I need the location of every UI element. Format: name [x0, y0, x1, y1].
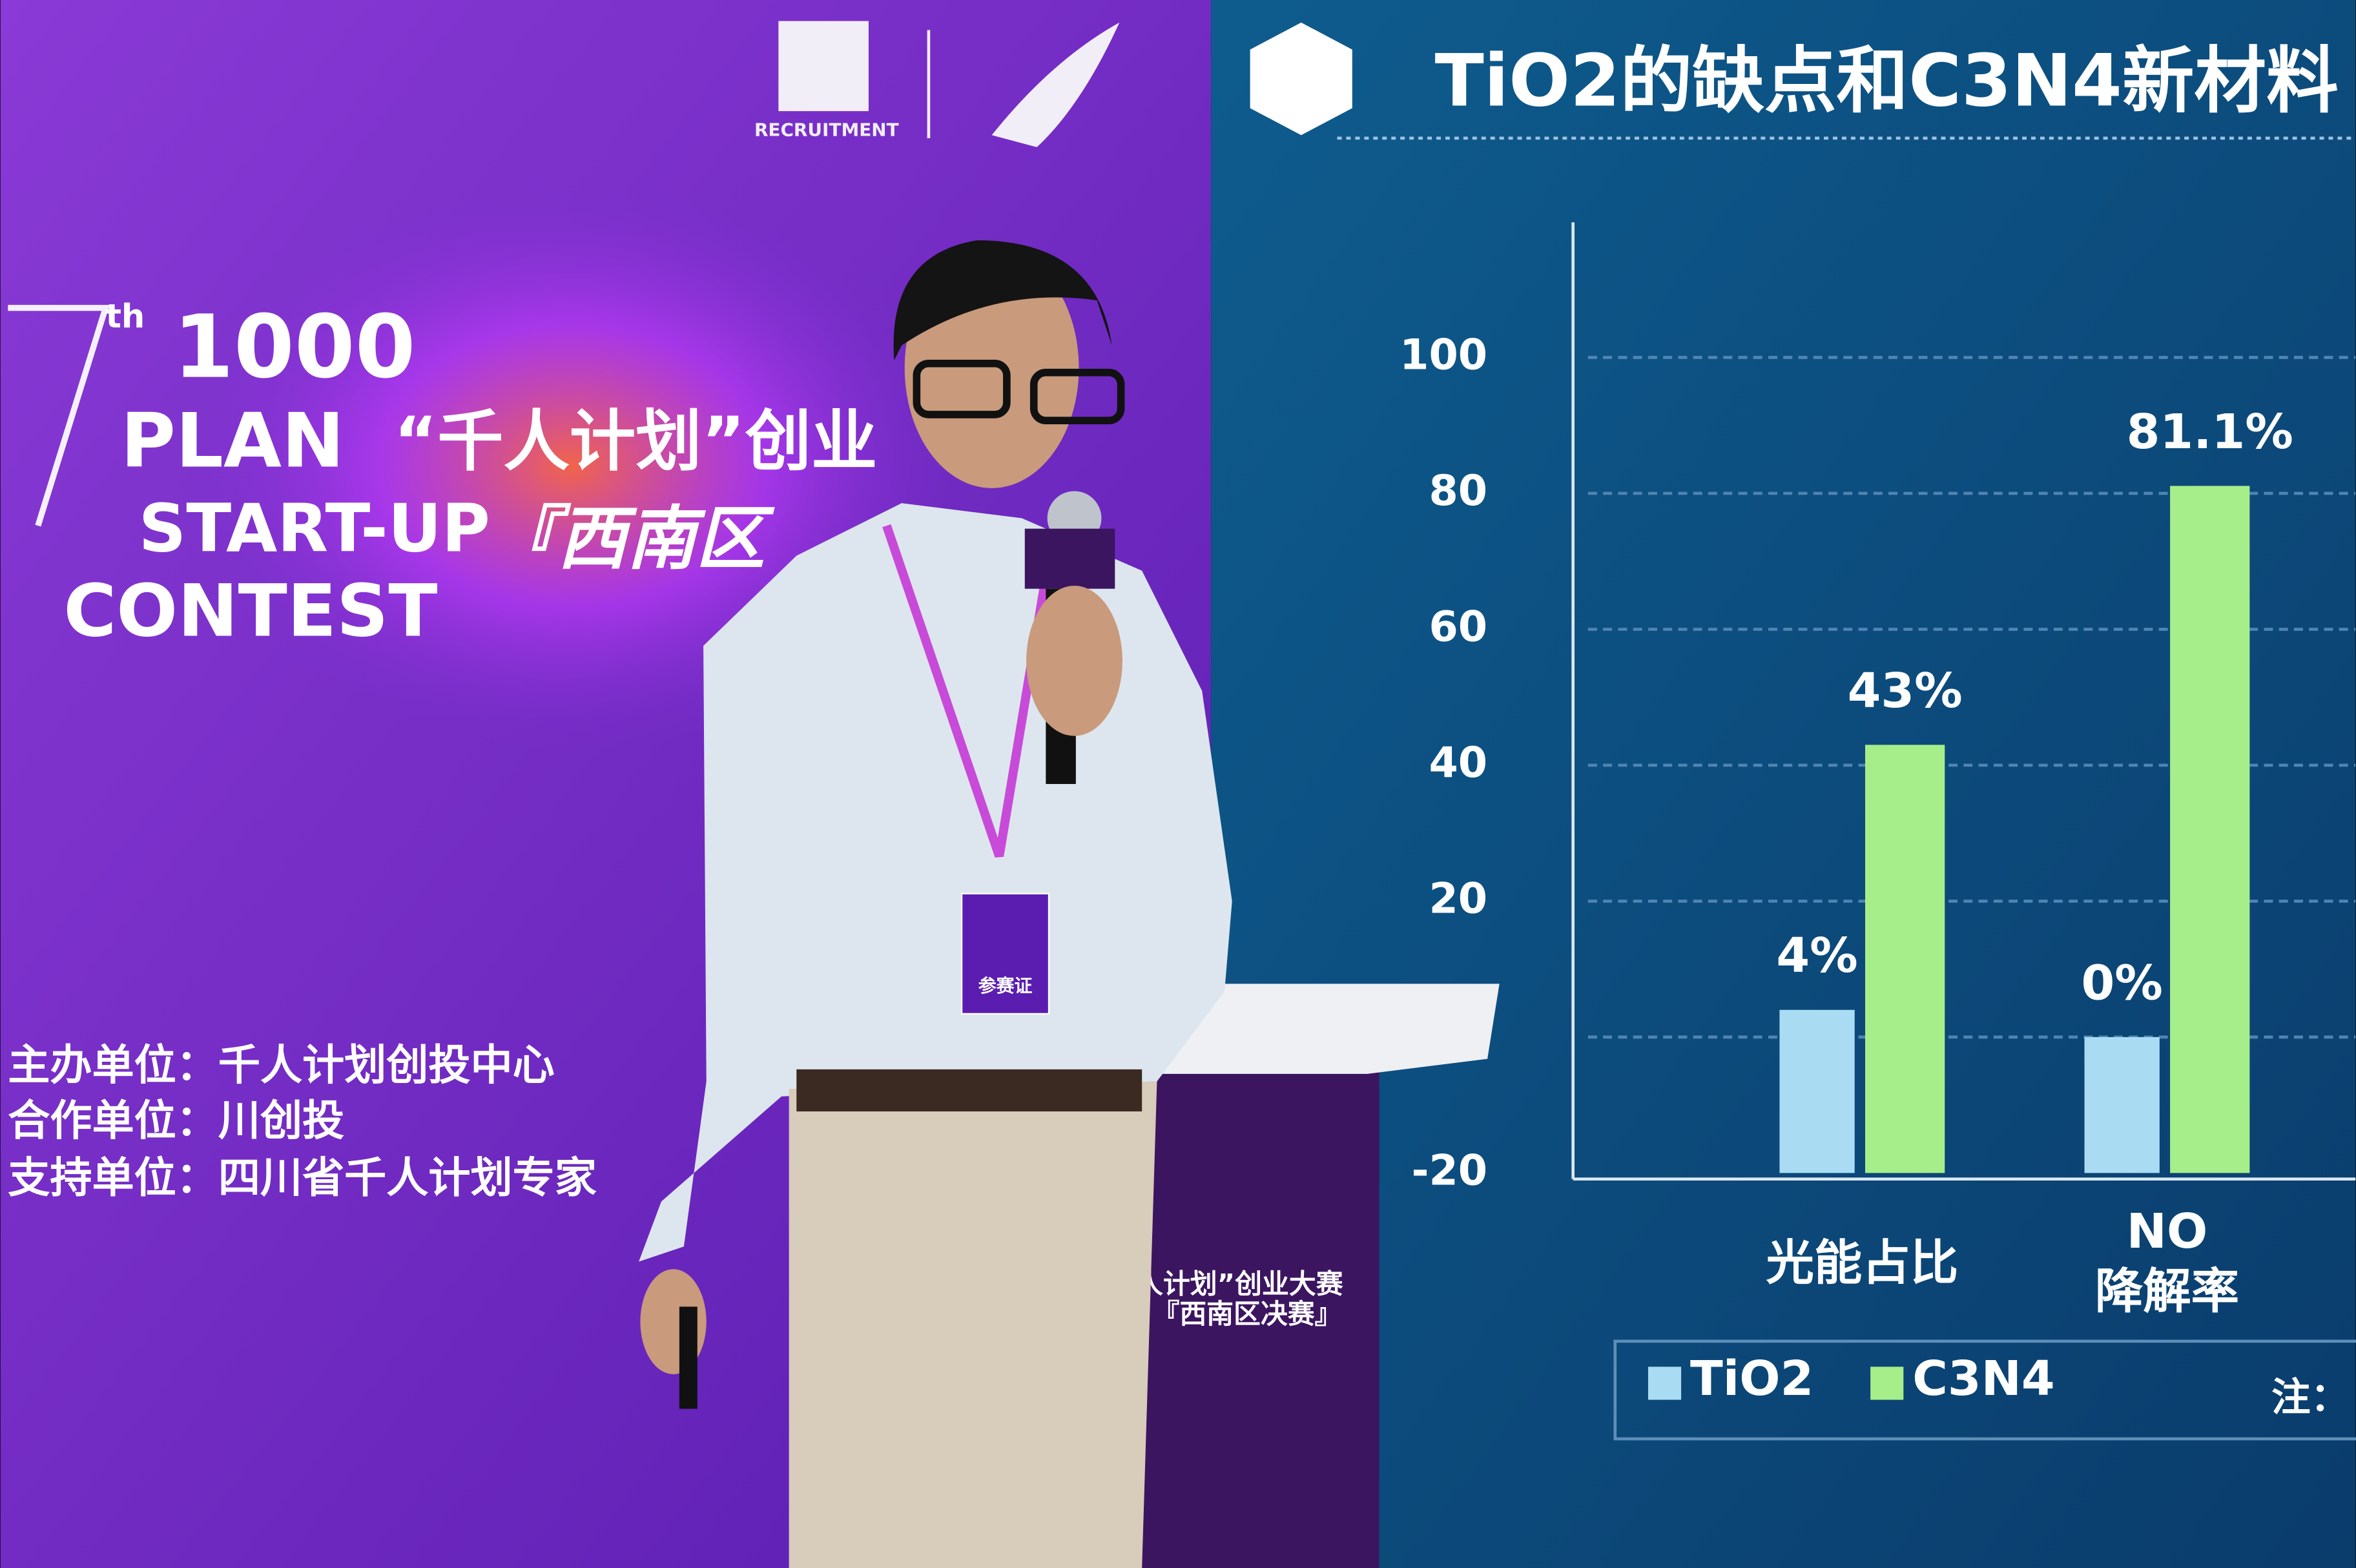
cn-line2: 『西南区	[489, 499, 776, 579]
y-tick-label: 80	[1429, 467, 1487, 515]
y-tick-label: 100	[1400, 331, 1487, 380]
podium-text: 人计划”创业大赛	[1136, 1268, 1343, 1299]
clicker	[679, 1306, 698, 1409]
value-label: 43%	[1848, 663, 1963, 719]
organizer: 合作单位：川创投	[8, 1097, 344, 1146]
x-tick-label: 光能占比	[1766, 1235, 1959, 1291]
number: 1000	[173, 296, 415, 398]
y-tick-label: 20	[1429, 874, 1487, 923]
value-label: 4%	[1776, 927, 1857, 984]
hexagon-icon	[1250, 22, 1352, 136]
legend-swatch	[1870, 1367, 1904, 1400]
bar	[1865, 745, 1945, 1173]
y-tick-label: 60	[1429, 603, 1487, 652]
legend-label: C3N4	[1912, 1350, 2054, 1407]
slide-title: TiO2的缺点和C3N4新材料	[1435, 39, 2339, 123]
hair	[893, 240, 1112, 361]
badge-text: 参赛证	[978, 975, 1033, 996]
legend-box	[1613, 1339, 2356, 1441]
trousers	[789, 1081, 1157, 1568]
organizer: 主办单位：千人计划创投中心	[8, 1042, 554, 1090]
organizer: 支持单位：四川省千人计划专家	[8, 1154, 597, 1202]
glasses	[913, 359, 1011, 418]
bar	[2170, 486, 2250, 1173]
start-up: START-UP	[139, 490, 490, 567]
y-tick-label: -20	[1411, 1146, 1487, 1195]
right-screen	[1211, 0, 2356, 1568]
edition-seven	[8, 305, 110, 527]
microphone-flag	[1024, 528, 1115, 589]
x-tick-label: 降解率	[2095, 1263, 2239, 1319]
bar	[2084, 1037, 2160, 1173]
cn-line1: “千人计划”创业	[394, 404, 877, 480]
podium-top	[1126, 984, 1500, 1074]
logo-mark	[778, 21, 869, 112]
plan: PLAN	[121, 397, 345, 484]
note: 注：	[2271, 1375, 2350, 1420]
belt	[796, 1069, 1142, 1111]
bar	[1779, 1009, 1855, 1173]
hand	[1026, 586, 1122, 736]
value-label: 0%	[2082, 954, 2163, 1011]
badge	[960, 892, 1050, 1015]
y-tick-label: 40	[1429, 739, 1487, 787]
edition: th	[105, 298, 145, 336]
value-label: 81.1%	[2127, 404, 2293, 460]
logo-text: RECRUITMENT	[754, 119, 899, 140]
x-tick-label: NO	[2127, 1203, 2208, 1259]
legend-swatch	[1648, 1367, 1682, 1400]
glasses	[1029, 368, 1125, 425]
podium-text: 『西南区决赛』	[1152, 1298, 1341, 1330]
logo-check	[991, 22, 1120, 147]
legend-label: TiO2	[1690, 1350, 1814, 1407]
contest: CONTEST	[63, 569, 437, 653]
chart: -20020406080100光能占比4%43%NO降解率0%81.1%TiO2…	[1400, 331, 2356, 1407]
